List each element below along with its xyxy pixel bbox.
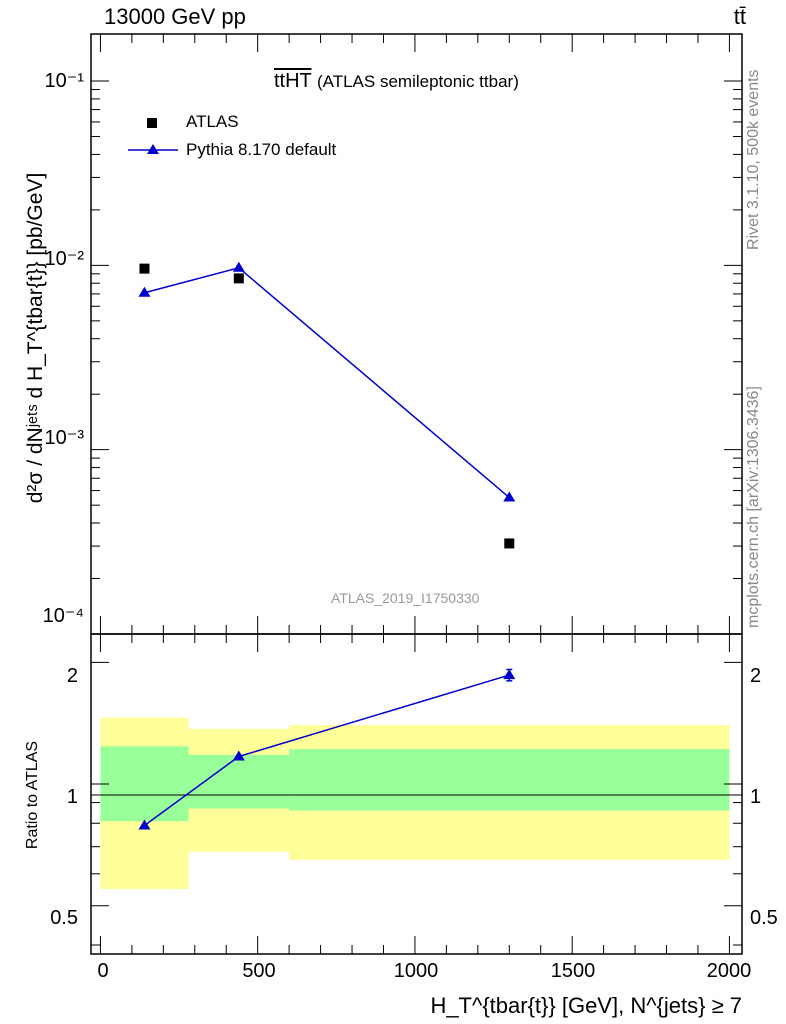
- analysis-reference-label: ATLAS_2019_I1750330: [331, 590, 480, 606]
- ratio-axis-ticks: [91, 661, 742, 946]
- ratio-ytick-label-right-1: 1: [750, 786, 761, 808]
- main-axis-ticks: [91, 80, 742, 635]
- main-ytick-label-3: 10⁻⁴: [43, 605, 84, 627]
- xtick-label-1: 500: [242, 960, 275, 982]
- ratio-ytick-label-left-0: 2: [67, 665, 78, 687]
- legend-atlas-label: ATLAS: [186, 112, 239, 131]
- plot-title-main: ttHT: [274, 70, 312, 92]
- ratio-band-inner: [100, 746, 730, 822]
- pythia-point-1: [232, 261, 245, 272]
- pythia-point-2: [503, 491, 516, 502]
- atlas-point-0: [139, 263, 150, 274]
- xtick-label-4: 2000: [707, 960, 752, 982]
- xtick-label-0: 0: [97, 960, 108, 982]
- xtick-label-2: 1000: [394, 960, 439, 982]
- main-ytick-label-0: 10⁻¹: [45, 70, 85, 92]
- main-ytick-label-1: 10⁻²: [45, 248, 85, 270]
- xtick-label-3: 1500: [551, 960, 596, 982]
- main-ytick-label-2: 10⁻³: [45, 427, 85, 449]
- pythia-ratio-point-1: [232, 750, 245, 761]
- legend-pythia-label: Pythia 8.170 default: [186, 140, 337, 159]
- atlas-point-2: [504, 538, 515, 549]
- legend-pythia-marker: [147, 144, 159, 154]
- band-inner-bin-0: [100, 746, 189, 822]
- x-axis-title: H_T^{tbar{t}} [GeV], N^{jets} ≥ 7: [430, 993, 742, 1018]
- process-label: tt̄: [733, 4, 746, 29]
- ratio-plot-frame: [90, 633, 743, 955]
- ratio-ytick-label-right-2: 0.5: [750, 907, 778, 929]
- plot-title: ttHT (ATLAS semileptonic ttbar): [274, 70, 519, 93]
- pythia-ratio-point-2: [503, 669, 516, 680]
- ratio-y-axis-title: Ratio to ATLAS: [24, 741, 41, 849]
- atlas-point-1: [233, 273, 244, 284]
- ratio-ytick-label-left-1: 1: [67, 786, 78, 808]
- x-axis-ticks: [99, 34, 730, 954]
- pythia-ratio-point-0: [138, 819, 151, 830]
- pythia-point-0: [138, 286, 151, 297]
- plot-title-sub: (ATLAS semileptonic ttbar): [316, 72, 519, 91]
- pythia-line: [144, 266, 510, 499]
- band-inner-bin-2: [289, 749, 730, 811]
- main-y-axis-title: d²σ / dNʲᵉᵗˢ d H_T^{tbar{t}} [pb/GeV]: [24, 173, 47, 504]
- ratio-ytick-label-right-0: 2: [750, 665, 761, 687]
- main-series-group: [138, 261, 516, 549]
- ratio-ytick-label-left-2: 0.5: [50, 907, 78, 929]
- energy-label: 13000 GeV pp: [104, 4, 246, 29]
- legend-atlas-marker: [147, 118, 157, 128]
- ratio-series-group: [138, 668, 516, 830]
- main-plot-frame: [90, 33, 743, 635]
